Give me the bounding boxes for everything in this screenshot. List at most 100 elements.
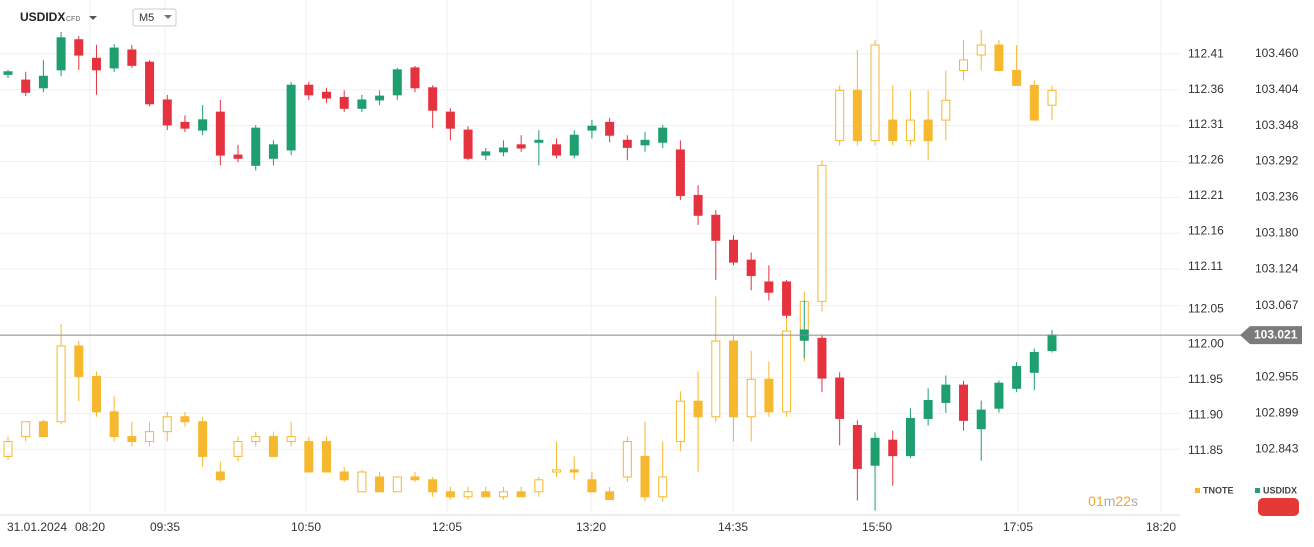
candle-body (941, 384, 951, 403)
candle-body (410, 476, 420, 481)
candle-body (640, 455, 650, 498)
candle-body (941, 99, 951, 121)
candle-body (587, 479, 597, 493)
countdown: 01m22s (1088, 493, 1138, 509)
candle-body (870, 437, 880, 466)
legend-swatch (1255, 488, 1260, 493)
candle-body (463, 129, 473, 159)
candle-body (728, 340, 738, 418)
candle-body (711, 214, 721, 241)
candle-body (994, 44, 1004, 72)
candle-body (268, 436, 278, 457)
interval-select[interactable] (132, 8, 177, 27)
last-price-tag (1240, 326, 1302, 345)
candle-body (162, 99, 172, 126)
candle-body (445, 111, 455, 129)
candle-body (392, 69, 402, 96)
candle-body (215, 111, 225, 156)
y2-tick-label: 102.843 (1255, 441, 1299, 455)
countdown-minutes: 01 (1088, 493, 1104, 509)
candle-body (764, 378, 774, 413)
candle-body (888, 439, 898, 457)
candle-body (162, 416, 172, 433)
candle-body (746, 259, 756, 277)
candle-body (198, 421, 208, 457)
candle-body (322, 91, 332, 99)
y2-tick-label: 103.404 (1255, 82, 1299, 96)
candle-body (392, 476, 402, 493)
candle-body (21, 79, 31, 93)
candle-body (675, 400, 685, 443)
y-tick-label: 112.26 (1188, 153, 1224, 167)
candle-body (56, 37, 66, 71)
x-tick-label: 12:05 (432, 520, 462, 534)
dropdown-arrow[interactable] (164, 15, 172, 19)
candle-body (286, 84, 296, 151)
x-tick-label: 09:35 (150, 520, 180, 534)
last-price-label: 103.021 (1254, 327, 1298, 341)
candle-body (534, 479, 544, 493)
legend-label: USDIDX (1263, 485, 1297, 495)
candle-body (817, 337, 827, 379)
candle-body (322, 441, 332, 473)
interval[interactable]: M5 (139, 12, 154, 24)
candle-body (481, 491, 491, 498)
candle-body (852, 89, 862, 142)
dropdown-arrow[interactable] (89, 16, 97, 20)
x-tick-label: 08:20 (75, 520, 105, 534)
candle-body (658, 476, 668, 498)
candle-body (516, 144, 526, 149)
candle-body (3, 441, 13, 457)
candle-body (428, 87, 438, 111)
candle-body (711, 340, 721, 418)
candle-body (905, 417, 915, 457)
candle-body (746, 378, 756, 418)
candle-body (38, 421, 48, 438)
candle-body (498, 147, 508, 153)
candle-body (675, 149, 685, 196)
marks (3, 30, 1057, 511)
candle-body (286, 436, 296, 443)
candle-body (145, 431, 155, 443)
candle-body (233, 441, 243, 457)
symbol[interactable]: USDIDX (20, 10, 65, 24)
candle-body (251, 127, 261, 166)
y-tick-label: 112.16 (1188, 223, 1224, 237)
y-tick-label: 112.36 (1188, 82, 1224, 96)
candle-body (38, 75, 48, 89)
y2-tick-label: 102.899 (1255, 405, 1299, 419)
candle-body (198, 119, 208, 131)
action-button[interactable] (1258, 498, 1299, 516)
candle-body (870, 44, 880, 142)
header[interactable]: USDIDX CFD M5 (20, 8, 177, 27)
candle-body (56, 345, 66, 423)
candle-body (888, 119, 898, 142)
candle-body (782, 330, 792, 413)
x-tick-label: 10:50 (291, 520, 321, 534)
candle-body (304, 84, 314, 96)
x-tick-label: 13:20 (576, 520, 606, 534)
y2-tick-label: 103.124 (1255, 261, 1299, 275)
candle-body (693, 400, 703, 418)
candle-body (109, 411, 119, 438)
candle-body (91, 375, 101, 413)
y2-tick-label: 103.067 (1255, 298, 1299, 312)
candle-body (622, 441, 632, 478)
candle-body (905, 119, 915, 142)
candle-body (445, 491, 455, 498)
legend-swatch (1195, 488, 1200, 493)
y-tick-label: 111.90 (1188, 408, 1223, 422)
candle-body (835, 89, 845, 142)
candle-body (976, 44, 986, 56)
candle-body (569, 469, 579, 473)
candle-body (959, 384, 969, 421)
candle-body (1012, 366, 1022, 389)
y2-tick-label: 103.292 (1255, 154, 1299, 168)
candle-body (145, 61, 155, 105)
candle-body (640, 139, 650, 146)
y-tick-label: 111.85 (1188, 443, 1223, 457)
candle-body (428, 479, 438, 493)
candle-body (180, 416, 190, 423)
candle-body (1029, 84, 1039, 121)
